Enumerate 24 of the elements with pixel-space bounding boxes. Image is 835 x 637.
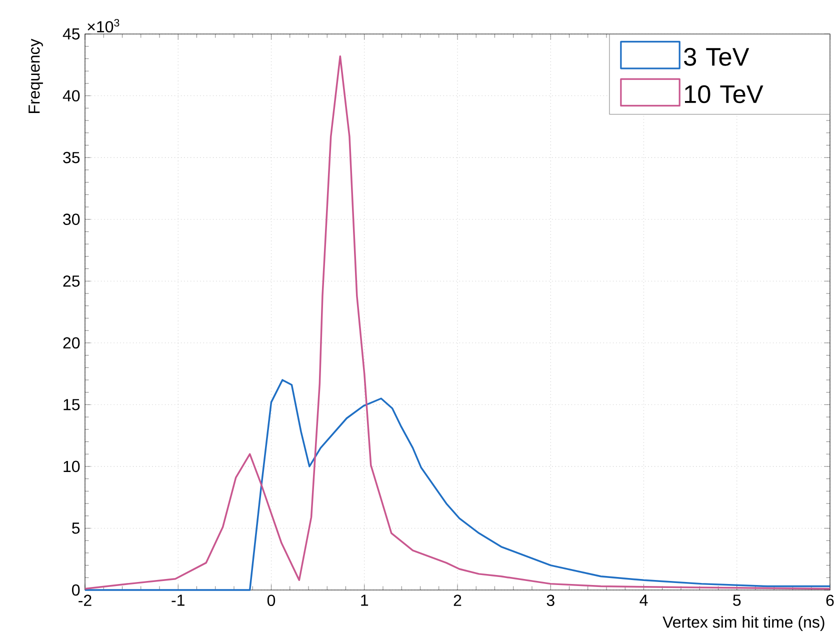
legend-label: 10 TeV: [684, 85, 764, 104]
x-tick-label: 0: [267, 594, 276, 606]
x-tick-label: 4: [640, 594, 648, 606]
x-tick-label: 6: [826, 594, 834, 606]
text: ×10$^{3}$: [88, 18, 120, 32]
y-axis-title: Frequency: [28, 38, 43, 113]
x-tick-label: -1: [172, 594, 184, 606]
y-tick-label: 30: [63, 214, 80, 225]
y-tick-label: 45: [62, 28, 80, 40]
y-tick-label: 25: [63, 275, 80, 287]
y-tick-label: 40: [62, 90, 80, 102]
y-tick-label: 20: [63, 337, 80, 349]
y-tick-label: 15: [64, 399, 80, 410]
y-tick-label: 0: [72, 584, 80, 596]
x-tick-label: -2: [78, 594, 92, 606]
y-tick-label: 10: [64, 460, 80, 472]
x-tick-label: 2: [454, 594, 462, 606]
y-tick-label: 35: [63, 152, 80, 164]
y-tick-label: 5: [72, 522, 80, 534]
x-axis-title: Vertex sim hit time (ns): [662, 616, 824, 631]
legend-label: 3 TeV: [684, 48, 750, 66]
x-tick-label: 5: [733, 594, 741, 606]
x-tick-label: 3: [546, 594, 554, 606]
x-tick-label: 1: [361, 594, 368, 606]
